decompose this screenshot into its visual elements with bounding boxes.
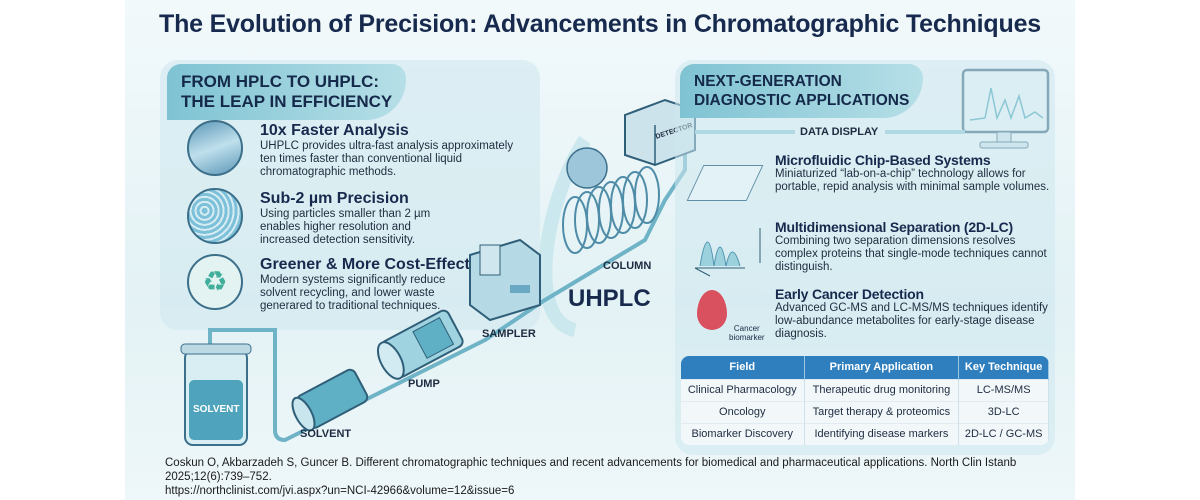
particles-icon	[187, 188, 243, 244]
citation-url[interactable]: https://northclinist.com/jvi.aspx?un=NCI…	[165, 485, 515, 497]
heading-line: NEXT-GENERATION	[694, 73, 842, 90]
blood-drop-icon	[697, 290, 727, 330]
item-text: Miniaturized “lab-on-a-chip” technology …	[775, 168, 1050, 193]
table-cell: LC-MS/MS	[958, 378, 1049, 401]
heading-line: DIAGNOSTIC APPLICATIONS	[694, 92, 910, 109]
right-item: Multidimensional Separation (2D-LC) Comb…	[775, 219, 1050, 274]
solvent-liquid	[189, 380, 243, 440]
item-title: Sub-2 µm Precision	[260, 190, 409, 207]
table-cell: Clinical Pharmacology	[681, 378, 805, 401]
table-cell: Therapeutic drug monitoring	[804, 378, 960, 401]
icon-caption: biomarker	[729, 333, 765, 342]
table-row: Biomarker Discovery Identifying disease …	[681, 422, 1049, 445]
pump-icon	[376, 309, 464, 380]
uhplc-label: UHPLC	[568, 285, 651, 312]
column-header: Key Technique	[958, 356, 1049, 379]
bottle-cap	[180, 343, 252, 355]
heading-line: FROM HPLC TO UHPLC:	[181, 72, 380, 91]
item-text: Advanced GC-MS and LC-MS/MS techniques i…	[775, 302, 1048, 340]
sampler-icon	[469, 238, 541, 322]
left-panel-heading: FROM HPLC TO UHPLC: THE LEAP IN EFFICIEN…	[167, 64, 407, 120]
citation-footer: Coskun O, Akbarzadeh S, Guncer B. Differ…	[165, 456, 1065, 498]
column-header: Primary Application	[804, 356, 960, 379]
right-item: Microfluidic Chip-Based Systems Miniatur…	[775, 152, 1050, 194]
applications-table: Field Primary Application Key Technique …	[681, 356, 1049, 445]
table-cell: Target therapy & proteomics	[804, 400, 960, 423]
right-panel-heading: NEXT-GENERATION DIAGNOSTIC APPLICATIONS	[680, 64, 924, 118]
infographic: The Evolution of Precision: Advancements…	[125, 0, 1075, 500]
sampler-label: SAMPLER	[482, 328, 536, 340]
item-text: Modern systems significantly reduce solv…	[260, 274, 446, 312]
table-row: Clinical Pharmacology Therapeutic drug m…	[681, 378, 1049, 401]
2d-chromatogram-icon	[694, 228, 761, 277]
item-title: Microfluidic Chip-Based Systems	[775, 152, 991, 168]
heading-line: THE LEAP IN EFFICIENCY	[181, 92, 393, 111]
item-title: Multidimensional Separation (2D-LC)	[775, 219, 1014, 235]
item-title: 10x Faster Analysis	[260, 122, 409, 139]
solvent-filter-icon	[291, 368, 369, 432]
icon-caption: Cancer	[733, 324, 760, 333]
left-item: Sub-2 µm Precision Using particles small…	[260, 190, 525, 247]
solvent-label: SOLVENT	[300, 428, 352, 440]
item-text: Using particles smaller than 2 µm enable…	[260, 208, 431, 246]
item-title: Early Cancer Detection	[775, 286, 924, 302]
table-row: Oncology Target therapy & proteomics 3D-…	[681, 400, 1049, 423]
right-item: Early Cancer Detection Advanced GC-MS an…	[775, 286, 1050, 341]
table-cell: Identifying disease markers	[804, 422, 960, 445]
table-cell: 3D-LC	[958, 400, 1049, 423]
particle-magnifier-icon	[566, 147, 608, 189]
table-cell: Biomarker Discovery	[681, 422, 805, 445]
page-title: The Evolution of Precision: Advancements…	[159, 10, 1041, 38]
item-title: Greener & More Cost-Effective	[260, 256, 493, 273]
left-item: 10x Faster Analysis UHPLC provides ultra…	[260, 122, 525, 179]
column-header: Field	[681, 356, 805, 379]
citation-text: Coskun O, Akbarzadeh S, Guncer B. Differ…	[165, 457, 1017, 483]
item-text: UHPLC provides ultra-fast analysis appro…	[260, 140, 514, 178]
table-cell: Oncology	[681, 400, 805, 423]
recycle-flask-icon: ♻	[187, 254, 243, 310]
left-item: Greener & More Cost-Effective Modern sys…	[260, 256, 525, 313]
pump-label: PUMP	[408, 378, 440, 390]
column-coil-icon	[562, 166, 660, 254]
table-header-row: Field Primary Application Key Technique	[681, 356, 1049, 379]
table-cell: 2D-LC / GC-MS	[958, 422, 1049, 445]
item-text: Combining two separation dimensions reso…	[775, 235, 1047, 273]
tubing	[208, 116, 687, 443]
cancer-biomarker-label: Cancer biomarker	[729, 324, 765, 342]
fast-flow-icon	[187, 120, 243, 176]
data-display-label: DATA DISPLAY	[800, 126, 879, 138]
column-label: COLUMN	[603, 260, 652, 272]
bottle-label: SOLVENT	[193, 404, 240, 415]
